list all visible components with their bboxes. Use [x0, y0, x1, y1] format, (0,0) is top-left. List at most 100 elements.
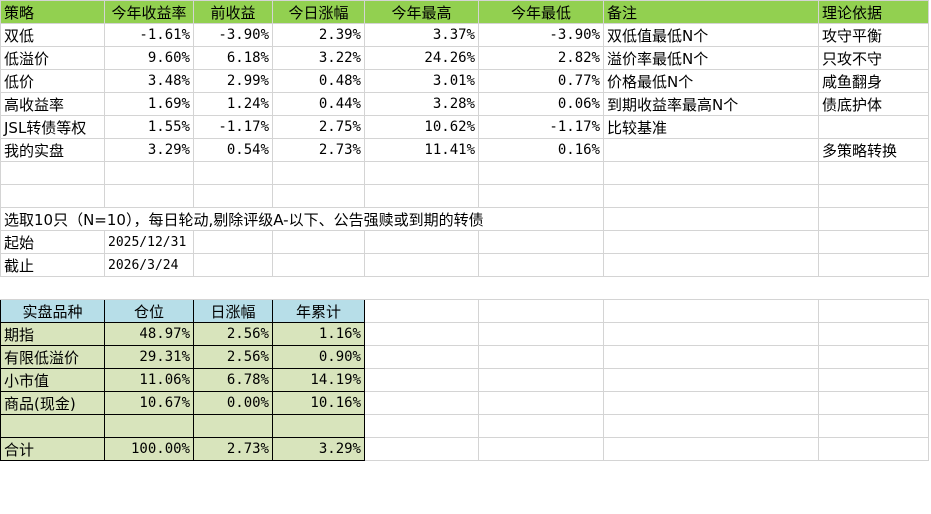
- holding-value[interactable]: 1.16%: [272, 322, 365, 346]
- empty-cell[interactable]: [478, 161, 604, 185]
- holding-value[interactable]: 6.78%: [193, 368, 273, 392]
- holding-value[interactable]: [193, 414, 273, 438]
- value-cell[interactable]: -1.17%: [193, 115, 273, 139]
- empty-cell[interactable]: [478, 299, 604, 323]
- empty-cell[interactable]: [478, 414, 604, 438]
- empty-cell[interactable]: [818, 437, 929, 461]
- empty-cell[interactable]: [478, 184, 604, 208]
- empty-cell[interactable]: [364, 322, 479, 346]
- empty-cell[interactable]: [478, 322, 604, 346]
- empty-cell[interactable]: [0, 161, 105, 185]
- empty-cell[interactable]: [478, 368, 604, 392]
- value-cell[interactable]: 11.41%: [364, 138, 479, 162]
- holding-value[interactable]: 0.90%: [272, 345, 365, 369]
- empty-cell[interactable]: [478, 230, 604, 254]
- value-cell[interactable]: 1.69%: [104, 92, 194, 116]
- rationale-cell[interactable]: 咸鱼翻身: [818, 69, 929, 93]
- empty-cell[interactable]: [364, 414, 479, 438]
- column-header[interactable]: 今年最低: [478, 0, 604, 24]
- empty-cell[interactable]: [364, 299, 479, 323]
- holding-name[interactable]: 有限低溢价: [0, 345, 105, 369]
- holding-value[interactable]: 29.31%: [104, 345, 194, 369]
- column-header[interactable]: 今年收益率: [104, 0, 194, 24]
- empty-cell[interactable]: [193, 253, 273, 277]
- strategy-name[interactable]: 我的实盘: [0, 138, 105, 162]
- holdings-column-header[interactable]: 实盘品种: [0, 299, 105, 323]
- empty-cell[interactable]: [818, 322, 929, 346]
- value-cell[interactable]: 0.77%: [478, 69, 604, 93]
- column-header[interactable]: 理论依据: [818, 0, 929, 24]
- empty-cell[interactable]: [603, 184, 819, 208]
- value-cell[interactable]: 3.28%: [364, 92, 479, 116]
- holding-value[interactable]: 48.97%: [104, 322, 194, 346]
- empty-cell[interactable]: [603, 437, 819, 461]
- empty-cell[interactable]: [364, 437, 479, 461]
- strategy-name[interactable]: 低溢价: [0, 46, 105, 70]
- holding-value[interactable]: [272, 414, 365, 438]
- empty-cell[interactable]: [478, 253, 604, 277]
- value-cell[interactable]: 2.39%: [272, 23, 365, 47]
- column-header[interactable]: 今日涨幅: [272, 0, 365, 24]
- empty-cell[interactable]: [0, 276, 929, 300]
- empty-cell[interactable]: [364, 161, 479, 185]
- holding-name[interactable]: 小市值: [0, 368, 105, 392]
- empty-cell[interactable]: [364, 184, 479, 208]
- strategy-name[interactable]: JSL转债等权: [0, 115, 105, 139]
- remark-cell[interactable]: [603, 138, 819, 162]
- holdings-column-header[interactable]: 日涨幅: [193, 299, 273, 323]
- value-cell[interactable]: 3.37%: [364, 23, 479, 47]
- column-header[interactable]: 备注: [603, 0, 819, 24]
- holding-value[interactable]: 10.67%: [104, 391, 194, 415]
- column-header[interactable]: 前收益: [193, 0, 273, 24]
- holding-value[interactable]: 10.16%: [272, 391, 365, 415]
- remark-cell[interactable]: 价格最低N个: [603, 69, 819, 93]
- empty-cell[interactable]: [272, 230, 365, 254]
- column-header[interactable]: 策略: [0, 0, 105, 24]
- empty-cell[interactable]: [818, 253, 929, 277]
- value-cell[interactable]: 2.73%: [272, 138, 365, 162]
- remark-cell[interactable]: 比较基准: [603, 115, 819, 139]
- holding-value[interactable]: 11.06%: [104, 368, 194, 392]
- value-cell[interactable]: -1.61%: [104, 23, 194, 47]
- empty-cell[interactable]: [272, 184, 365, 208]
- value-cell[interactable]: -3.90%: [193, 23, 273, 47]
- value-cell[interactable]: 6.18%: [193, 46, 273, 70]
- empty-cell[interactable]: [193, 161, 273, 185]
- value-cell[interactable]: 0.06%: [478, 92, 604, 116]
- holding-value[interactable]: [104, 414, 194, 438]
- empty-cell[interactable]: [603, 230, 819, 254]
- empty-cell[interactable]: [104, 184, 194, 208]
- strategy-name[interactable]: 双低: [0, 23, 105, 47]
- empty-cell[interactable]: [818, 414, 929, 438]
- value-cell[interactable]: 1.24%: [193, 92, 273, 116]
- holding-value[interactable]: 0.00%: [193, 391, 273, 415]
- column-header[interactable]: 今年最高: [364, 0, 479, 24]
- value-cell[interactable]: 0.54%: [193, 138, 273, 162]
- rationale-cell[interactable]: 多策略转换: [818, 138, 929, 162]
- rationale-cell[interactable]: 攻守平衡: [818, 23, 929, 47]
- value-cell[interactable]: 0.16%: [478, 138, 604, 162]
- value-cell[interactable]: 0.48%: [272, 69, 365, 93]
- empty-cell[interactable]: [478, 391, 604, 415]
- value-cell[interactable]: 2.82%: [478, 46, 604, 70]
- empty-cell[interactable]: [818, 230, 929, 254]
- empty-cell[interactable]: [603, 368, 819, 392]
- holding-value[interactable]: 2.73%: [193, 437, 273, 461]
- value-cell[interactable]: 24.26%: [364, 46, 479, 70]
- holding-value[interactable]: 3.29%: [272, 437, 365, 461]
- value-cell[interactable]: 3.29%: [104, 138, 194, 162]
- empty-cell[interactable]: [478, 345, 604, 369]
- empty-cell[interactable]: [818, 391, 929, 415]
- holding-name[interactable]: [0, 414, 105, 438]
- start-label[interactable]: 起始: [0, 230, 105, 254]
- empty-cell[interactable]: [603, 253, 819, 277]
- holding-value[interactable]: 2.56%: [193, 345, 273, 369]
- holding-value[interactable]: 14.19%: [272, 368, 365, 392]
- empty-cell[interactable]: [364, 345, 479, 369]
- value-cell[interactable]: 2.75%: [272, 115, 365, 139]
- remark-cell[interactable]: 到期收益率最高N个: [603, 92, 819, 116]
- value-cell[interactable]: -1.17%: [478, 115, 604, 139]
- note-text[interactable]: 选取10只（N=10），每日轮动,剔除评级A-以下、公告强赎或到期的转债: [0, 207, 604, 231]
- empty-cell[interactable]: [364, 253, 479, 277]
- holding-value[interactable]: 2.56%: [193, 322, 273, 346]
